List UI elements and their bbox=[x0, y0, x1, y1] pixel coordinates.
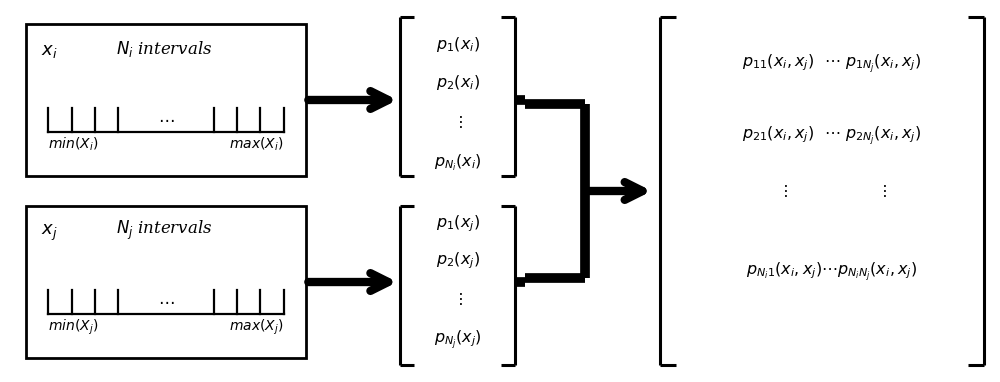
Text: $N_j$ intervals: $N_j$ intervals bbox=[116, 219, 213, 243]
Text: $p_2(x_j)$: $p_2(x_j)$ bbox=[436, 251, 480, 272]
Text: $\vdots\qquad\qquad\quad\ \vdots$: $\vdots\qquad\qquad\quad\ \vdots$ bbox=[777, 183, 887, 199]
Text: $p_1(x_i)$: $p_1(x_i)$ bbox=[436, 36, 480, 55]
Text: $min(X_i)$: $min(X_i)$ bbox=[48, 136, 99, 154]
Text: $min(X_j)$: $min(X_j)$ bbox=[48, 318, 99, 337]
Text: $\cdots$: $\cdots$ bbox=[158, 111, 174, 128]
Text: $p_{N_j}(x_j)$: $p_{N_j}(x_j)$ bbox=[434, 329, 481, 352]
Text: $N_i$ intervals: $N_i$ intervals bbox=[116, 39, 213, 59]
Text: $\vdots$: $\vdots$ bbox=[452, 291, 463, 308]
Bar bbox=[26, 206, 306, 358]
Text: $\boldsymbol{x_j}$: $\boldsymbol{x_j}$ bbox=[41, 223, 58, 243]
Text: $\cdots$: $\cdots$ bbox=[158, 293, 174, 310]
Text: $p_{N_i1}(x_i,x_j)\cdots p_{N_iN_j}(x_i,x_j)$: $p_{N_i1}(x_i,x_j)\cdots p_{N_iN_j}(x_i,… bbox=[746, 261, 917, 284]
Bar bbox=[26, 24, 306, 176]
Text: $p_{21}(x_i,x_j)\ \ \cdots\ p_{2N_j}(x_i,x_j)$: $p_{21}(x_i,x_j)\ \ \cdots\ p_{2N_j}(x_i… bbox=[742, 125, 921, 147]
Text: $p_2(x_i)$: $p_2(x_i)$ bbox=[436, 73, 480, 92]
Text: $p_1(x_j)$: $p_1(x_j)$ bbox=[436, 213, 480, 233]
Text: $\boldsymbol{x_i}$: $\boldsymbol{x_i}$ bbox=[41, 42, 58, 60]
Text: $max(X_i)$: $max(X_i)$ bbox=[229, 136, 284, 154]
Text: $\vdots$: $\vdots$ bbox=[452, 114, 463, 131]
Text: $p_{N_i}(x_i)$: $p_{N_i}(x_i)$ bbox=[434, 152, 481, 173]
Text: $p_{11}(x_i,x_j)\ \ \cdots\ p_{1N_j}(x_i,x_j)$: $p_{11}(x_i,x_j)\ \ \cdots\ p_{1N_j}(x_i… bbox=[742, 52, 921, 76]
Text: $max(X_j)$: $max(X_j)$ bbox=[229, 318, 284, 337]
